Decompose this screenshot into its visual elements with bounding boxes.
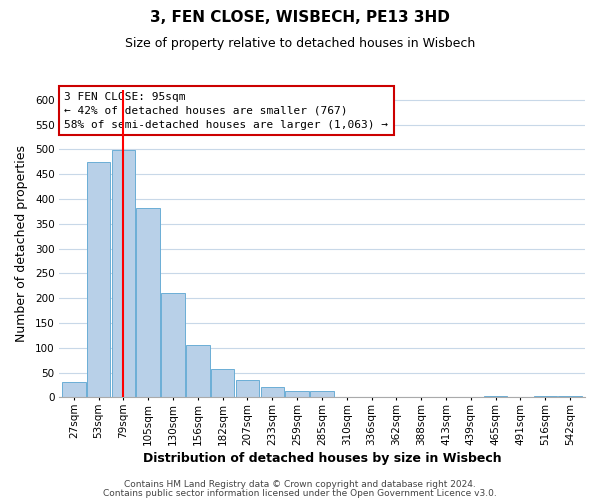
Bar	[236, 380, 259, 398]
Text: 3 FEN CLOSE: 95sqm
← 42% of detached houses are smaller (767)
58% of semi-detach: 3 FEN CLOSE: 95sqm ← 42% of detached hou…	[64, 92, 388, 130]
Bar	[286, 392, 309, 398]
Bar	[87, 162, 110, 398]
Y-axis label: Number of detached properties: Number of detached properties	[15, 145, 28, 342]
Text: Contains HM Land Registry data © Crown copyright and database right 2024.: Contains HM Land Registry data © Crown c…	[124, 480, 476, 489]
Bar	[484, 396, 508, 398]
X-axis label: Distribution of detached houses by size in Wisbech: Distribution of detached houses by size …	[143, 452, 501, 465]
Bar	[211, 369, 235, 398]
Bar	[62, 382, 86, 398]
Bar	[161, 294, 185, 398]
Text: Contains public sector information licensed under the Open Government Licence v3: Contains public sector information licen…	[103, 488, 497, 498]
Text: Size of property relative to detached houses in Wisbech: Size of property relative to detached ho…	[125, 38, 475, 51]
Bar	[136, 208, 160, 398]
Text: 3, FEN CLOSE, WISBECH, PE13 3HD: 3, FEN CLOSE, WISBECH, PE13 3HD	[150, 10, 450, 25]
Bar	[260, 387, 284, 398]
Bar	[559, 396, 582, 398]
Bar	[533, 396, 557, 398]
Bar	[310, 392, 334, 398]
Bar	[112, 150, 135, 398]
Bar	[186, 346, 209, 398]
